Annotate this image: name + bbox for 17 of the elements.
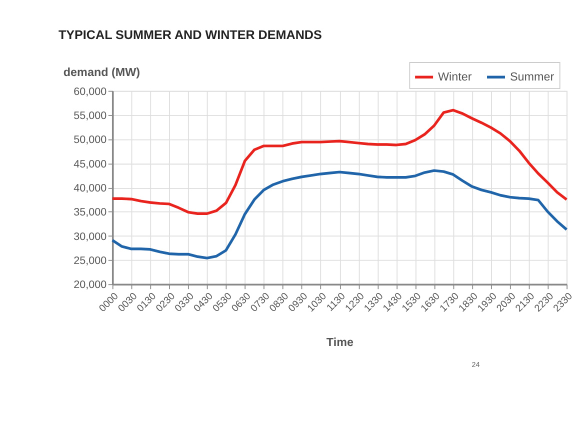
y-tick-label: 60,000 xyxy=(74,86,107,98)
y-tick-label: 40,000 xyxy=(74,182,107,195)
chart-title: TYPICAL SUMMER AND WINTER DEMANDS xyxy=(58,28,322,42)
y-tick-label: 55,000 xyxy=(74,110,107,122)
y-tick-label: 20,000 xyxy=(74,279,107,292)
legend-label: Summer xyxy=(510,70,554,84)
x-axis-title: Time xyxy=(326,336,354,349)
y-tick-label: 35,000 xyxy=(74,206,107,219)
line-series xyxy=(111,169,568,260)
legend-label: Winter xyxy=(438,70,472,84)
y-tick-label: 30,000 xyxy=(74,230,107,243)
text: 24 xyxy=(472,360,480,369)
y-tick-label: 25,000 xyxy=(74,255,107,268)
line-series xyxy=(111,108,568,215)
y-tick-label: 50,000 xyxy=(74,134,107,146)
y-tick-label: 45,000 xyxy=(74,158,107,170)
y-axis-title: demand (MW) xyxy=(63,66,140,79)
